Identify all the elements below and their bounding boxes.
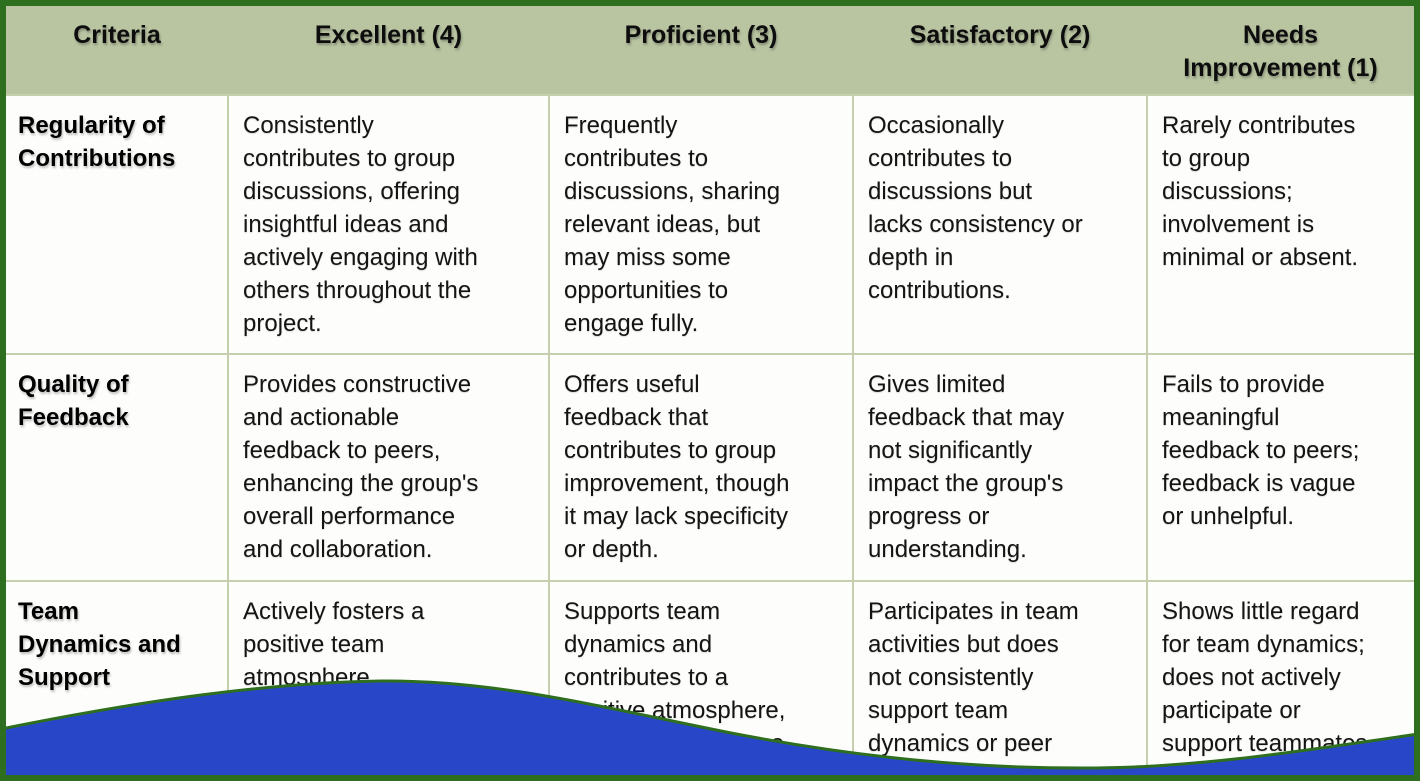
level-cell: Frequently contributes to discussions, s… [548,94,854,355]
table-row: Regularity of Contributions Consistently… [6,94,1414,355]
header-cell-criteria: Criteria [6,6,228,95]
header-cell-proficient: Proficient (3) [549,6,853,95]
level-cell: Gives limited feedback that may not sign… [852,353,1148,582]
criterion-cell: Team Dynamics and Support [6,580,229,775]
level-cell: Occasionally contributes to discussions … [852,94,1148,355]
criterion-cell: Regularity of Contributions [6,94,229,355]
header-cell-needs-improvement: Needs Improvement (1) [1147,6,1414,95]
header-cell-excellent: Excellent (4) [228,6,549,95]
level-cell: Actively fosters a positive team atmosph… [227,580,550,775]
level-cell: Participates in team activities but does… [852,580,1148,775]
level-cell: Provides constructive and actionable fee… [227,353,550,582]
criterion-cell: Quality of Feedback [6,353,229,582]
level-cell: Supports team dynamics and contributes t… [548,580,854,775]
table-row: Team Dynamics and Support Actively foste… [6,580,1414,775]
table-row: Quality of Feedback Provides constructiv… [6,353,1414,582]
header-row: Criteria Excellent (4) Proficient (3) Sa… [6,6,1414,95]
level-cell: Offers useful feedback that contributes … [548,353,854,582]
level-cell: Fails to provide meaningful feedback to … [1146,353,1414,582]
level-cell: Consistently contributes to group discus… [227,94,550,355]
header-cell-satisfactory: Satisfactory (2) [853,6,1147,95]
level-cell: Rarely contributes to group discussions;… [1146,94,1414,355]
rubric-table: Criteria Excellent (4) Proficient (3) Sa… [6,6,1414,775]
level-cell: Shows little regard for team dynamics; d… [1146,580,1414,775]
